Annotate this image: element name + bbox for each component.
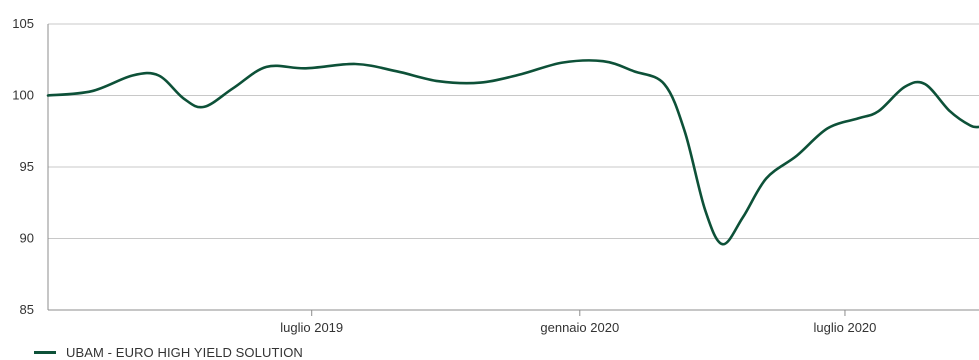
x-axis-ticks: luglio 2019 gennaio 2020 luglio 2020 bbox=[280, 310, 876, 335]
series-line-0 bbox=[46, 59, 979, 246]
x-tick-label: luglio 2019 bbox=[280, 320, 343, 335]
y-tick-label: 100 bbox=[12, 88, 34, 103]
x-tick-label: gennaio 2020 bbox=[540, 320, 619, 335]
y-tick-label: 95 bbox=[20, 159, 34, 174]
y-tick-label: 85 bbox=[20, 302, 34, 317]
series-group bbox=[46, 59, 979, 246]
y-tick-label: 90 bbox=[20, 231, 34, 246]
gridlines bbox=[48, 23, 979, 239]
y-axis-ticks: 85 90 95 100 105 bbox=[12, 16, 34, 317]
x-tick-label: luglio 2020 bbox=[814, 320, 877, 335]
legend: UBAM - EURO HIGH YIELD SOLUTION bbox=[34, 344, 303, 360]
axes bbox=[47, 24, 979, 311]
y-tick-label: 105 bbox=[12, 16, 34, 31]
legend-label: UBAM - EURO HIGH YIELD SOLUTION bbox=[66, 344, 303, 360]
legend-swatch bbox=[34, 350, 56, 354]
